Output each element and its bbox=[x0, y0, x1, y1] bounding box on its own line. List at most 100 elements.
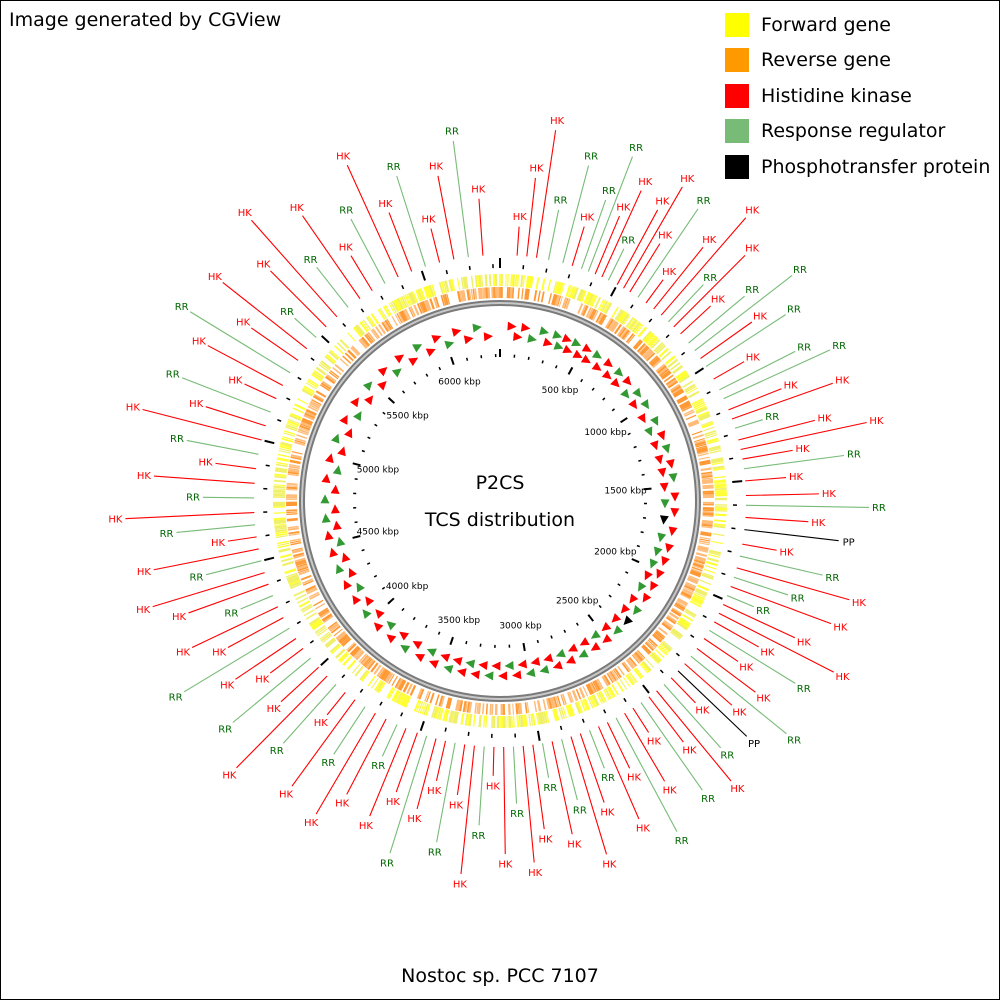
ruler-minor-tick bbox=[550, 635, 553, 639]
forward-gene-mark bbox=[417, 288, 424, 301]
forward-gene-mark bbox=[713, 475, 726, 479]
forward-gene-mark bbox=[391, 300, 399, 313]
forward-gene-mark bbox=[338, 651, 349, 662]
tcs-marker-rr bbox=[653, 546, 663, 557]
forward-gene-mark bbox=[367, 315, 376, 327]
reverse-gene-mark bbox=[416, 303, 423, 314]
feature-label-hk: HK bbox=[222, 770, 237, 781]
tcs-marker-hk bbox=[375, 609, 385, 619]
feature-label-hk: HK bbox=[137, 471, 152, 482]
reverse-gene-mark bbox=[526, 702, 530, 714]
feature-label-hk: HK bbox=[655, 197, 670, 208]
ruler-minor-tick bbox=[598, 604, 602, 609]
reverse-gene-mark bbox=[391, 675, 398, 686]
forward-gene-mark bbox=[287, 577, 300, 584]
reverse-gene-mark bbox=[692, 434, 704, 440]
reverse-gene-mark bbox=[322, 614, 334, 623]
reverse-gene-mark bbox=[655, 363, 666, 373]
feature-label-hk: HK bbox=[836, 672, 851, 683]
feature-label-pp: PP bbox=[748, 739, 760, 750]
forward-gene-mark bbox=[275, 463, 288, 468]
forward-gene-mark bbox=[278, 449, 291, 454]
reverse-gene-mark bbox=[288, 464, 301, 468]
reverse-gene-mark bbox=[310, 400, 321, 408]
reverse-gene-mark bbox=[683, 409, 694, 416]
ruler-major-tick bbox=[567, 366, 574, 375]
legend-label-phosphotransfer-protein: Phosphotransfer protein bbox=[761, 155, 991, 178]
feature-label-rr: RR bbox=[175, 302, 189, 313]
forward-gene-mark bbox=[359, 321, 369, 333]
label-line-hk bbox=[703, 638, 739, 662]
label-line-hk bbox=[492, 746, 495, 776]
reverse-gene-mark bbox=[701, 519, 714, 524]
ruler-minor-tick bbox=[366, 562, 371, 565]
reverse-gene-mark bbox=[402, 681, 410, 693]
label-line-hk bbox=[551, 741, 573, 835]
ruler-minor-tick bbox=[373, 574, 378, 578]
reverse-gene-mark bbox=[396, 313, 403, 324]
tcs-marker-hk bbox=[483, 332, 494, 342]
feature-label-hk: HK bbox=[208, 272, 223, 283]
forward-gene-mark bbox=[529, 276, 534, 289]
reverse-gene-mark bbox=[351, 345, 361, 356]
tcs-marker-rr bbox=[571, 337, 582, 346]
tcs-marker-hk bbox=[656, 568, 665, 579]
feature-label-hk: HK bbox=[528, 868, 543, 879]
forward-gene-mark bbox=[617, 310, 627, 323]
reverse-gene-mark bbox=[330, 625, 341, 634]
forward-gene-mark bbox=[287, 575, 300, 582]
forward-gene-mark bbox=[687, 390, 700, 399]
reverse-gene-mark bbox=[588, 308, 596, 320]
forward-gene-mark bbox=[324, 355, 335, 365]
feature-label-rr: RR bbox=[847, 450, 861, 461]
tcs-marker-rr bbox=[632, 387, 642, 398]
feature-label-hk: HK bbox=[550, 116, 565, 127]
reverse-gene-mark bbox=[378, 323, 387, 335]
tcs-marker-hk bbox=[329, 547, 339, 558]
reverse-gene-mark bbox=[307, 405, 319, 412]
reverse-gene-mark bbox=[338, 633, 348, 643]
tcs-marker-rr bbox=[668, 472, 678, 483]
reverse-gene-mark bbox=[670, 385, 682, 394]
reverse-gene-mark bbox=[287, 473, 299, 477]
forward-gene-mark bbox=[705, 434, 718, 439]
label-line-hk bbox=[736, 567, 850, 601]
ruler-minor-tick bbox=[625, 571, 629, 574]
forward-gene-mark bbox=[298, 600, 311, 608]
forward-gene-mark bbox=[274, 475, 287, 479]
reverse-gene-mark bbox=[468, 701, 473, 713]
outer-marker-tick bbox=[690, 634, 695, 638]
reverse-gene-mark bbox=[560, 694, 565, 706]
tcs-marker-hk bbox=[580, 354, 591, 364]
reverse-gene-mark bbox=[585, 306, 592, 318]
forward-gene-mark bbox=[644, 333, 655, 344]
forward-gene-mark bbox=[606, 687, 614, 699]
forward-gene-mark bbox=[705, 560, 719, 567]
reverse-gene-mark bbox=[292, 552, 305, 557]
reverse-gene-mark bbox=[425, 299, 432, 311]
reverse-gene-mark bbox=[639, 345, 649, 356]
forward-gene-mark bbox=[622, 314, 631, 326]
reverse-gene-mark bbox=[395, 678, 404, 690]
tcs-marker-hk bbox=[670, 507, 680, 518]
forward-gene-mark bbox=[450, 710, 455, 723]
outer-marker-tick bbox=[380, 295, 384, 300]
reverse-gene-mark bbox=[561, 693, 567, 705]
reverse-gene-mark bbox=[618, 327, 627, 338]
reverse-gene-mark bbox=[303, 414, 315, 421]
ruler-minor-tick bbox=[563, 629, 567, 633]
backbone-ring-highlight bbox=[301, 302, 699, 700]
forward-gene-mark bbox=[307, 378, 319, 387]
reverse-gene-mark bbox=[375, 326, 383, 337]
tcs-marker-rr bbox=[391, 368, 402, 378]
tcs-marker-hk bbox=[542, 337, 553, 347]
outer-marker-tick bbox=[277, 419, 282, 422]
reverse-gene-mark bbox=[482, 287, 485, 299]
label-line-hk bbox=[745, 516, 809, 523]
forward-gene-mark bbox=[706, 557, 720, 563]
forward-gene-mark bbox=[273, 519, 286, 523]
label-line-hk bbox=[142, 408, 262, 441]
reverse-gene-mark bbox=[391, 315, 398, 327]
forward-gene-mark bbox=[691, 596, 704, 605]
reverse-gene-mark bbox=[351, 646, 361, 657]
